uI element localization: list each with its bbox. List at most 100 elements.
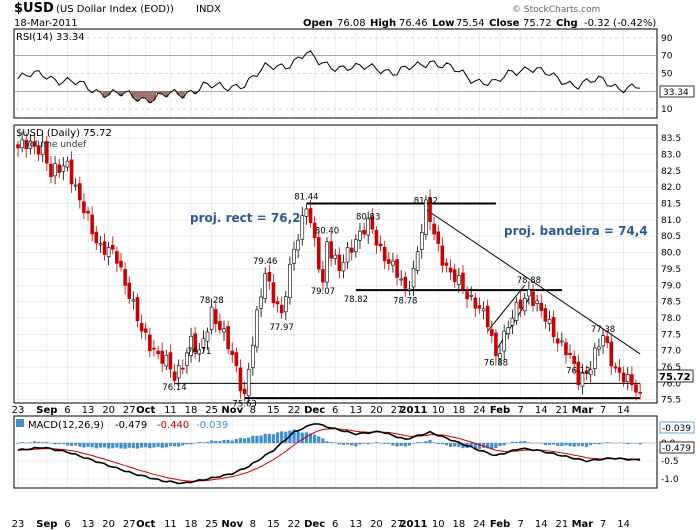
candle-body bbox=[564, 342, 568, 356]
macd-histogram-bar bbox=[432, 442, 436, 443]
x-tick-label: 27 bbox=[123, 519, 136, 530]
macd-histogram-bar bbox=[78, 443, 82, 447]
close-value: 75.72 bbox=[523, 18, 552, 29]
candle-body bbox=[378, 243, 383, 247]
candle-body bbox=[362, 229, 366, 235]
x-tick-label: Sep bbox=[36, 405, 57, 416]
candle-body bbox=[28, 140, 33, 149]
candle-body bbox=[90, 214, 94, 235]
macd-hist-value: -0.039 bbox=[196, 420, 228, 431]
x-tick-label: 7 bbox=[517, 519, 523, 530]
macd-histogram-bar bbox=[547, 443, 552, 445]
macd-histogram-bar bbox=[57, 443, 61, 445]
x-tick-label: Dec bbox=[304, 405, 325, 416]
downtrend-line bbox=[425, 208, 641, 355]
rsi-line bbox=[17, 50, 641, 104]
macd-histogram-bar bbox=[477, 443, 482, 449]
macd-signal-value: -0.440 bbox=[157, 420, 189, 431]
macd-histogram-bar bbox=[634, 443, 638, 444]
symbol-title: $USD bbox=[14, 1, 54, 16]
macd-label: MACD(12,26,9) bbox=[28, 420, 104, 431]
x-tick-label: 14 bbox=[617, 405, 630, 416]
candle-body bbox=[304, 208, 309, 217]
candle-body bbox=[510, 317, 515, 326]
candle-body bbox=[333, 254, 338, 259]
candle-body bbox=[584, 370, 589, 374]
macd-histogram-bar bbox=[502, 443, 506, 446]
macd-histogram-bar bbox=[593, 443, 597, 444]
candle-body bbox=[419, 232, 424, 250]
open-value: 76.08 bbox=[337, 18, 366, 29]
price-point-label: 78.28 bbox=[199, 296, 223, 306]
candle-body bbox=[358, 230, 362, 241]
candle-body bbox=[444, 262, 449, 266]
candle-body bbox=[481, 308, 486, 312]
candle-body bbox=[230, 350, 235, 355]
candle-body bbox=[572, 356, 577, 364]
candle-body bbox=[135, 297, 140, 322]
price-tick-label: 79.0 bbox=[661, 281, 681, 291]
macd-histogram-bar bbox=[329, 442, 333, 443]
macd-histogram-bar bbox=[292, 429, 296, 443]
candle-body bbox=[345, 247, 350, 263]
candle-body bbox=[98, 243, 103, 246]
candle-body bbox=[485, 305, 490, 328]
macd-value: -0.479 bbox=[115, 420, 147, 431]
candle-body bbox=[127, 282, 132, 299]
macd-histogram-bar bbox=[135, 443, 140, 449]
candle-body bbox=[16, 144, 20, 149]
candle-body bbox=[374, 229, 379, 246]
x-tick-label: 23 bbox=[12, 405, 25, 416]
price-tick-label: 78.0 bbox=[661, 314, 681, 324]
candle-body bbox=[638, 392, 642, 394]
macd-histogram-bar bbox=[74, 443, 78, 446]
candle-body bbox=[110, 244, 115, 250]
macd-histogram-bar bbox=[568, 443, 572, 447]
macd-histogram-bar bbox=[350, 443, 354, 446]
candle-body bbox=[341, 262, 346, 272]
candle-body bbox=[448, 267, 453, 273]
candle-body bbox=[399, 278, 403, 281]
macd-histogram-bar bbox=[337, 443, 341, 445]
annotation-flag-projection: proj. bandeira = 74,4 bbox=[504, 224, 648, 238]
candle-body bbox=[473, 297, 478, 309]
candle-body bbox=[440, 245, 445, 266]
price-value-box bbox=[656, 369, 694, 383]
macd-histogram-bar bbox=[403, 443, 407, 447]
x-tick-label: 25 bbox=[205, 519, 218, 530]
candle-body bbox=[321, 269, 325, 283]
candle-body bbox=[49, 163, 53, 178]
macd-histogram-bar bbox=[243, 438, 247, 443]
price-panel-label: $USD (Daily) 75.72 bbox=[16, 128, 112, 139]
candle-body bbox=[131, 299, 136, 302]
macd-histogram-bar bbox=[519, 441, 523, 443]
macd-histogram-bar bbox=[556, 443, 560, 446]
macd-histogram-bar bbox=[630, 443, 634, 444]
rsi-oversold-fill bbox=[90, 91, 626, 103]
candle-body bbox=[518, 299, 523, 309]
close-label: Close bbox=[489, 18, 520, 29]
x-axis-bottom: 23 Sep 6 13 20 27 Oct 11 18 25 Nov 8 15 22 Dec 6 13 20 272… bbox=[12, 519, 630, 530]
candle-body bbox=[531, 291, 535, 307]
macd-histogram-bar bbox=[255, 435, 259, 443]
price-point-label: 79.07 bbox=[311, 287, 335, 297]
macd-histogram-bar bbox=[218, 441, 222, 443]
macd-histogram-bar bbox=[37, 441, 41, 443]
x-tick-label: 6 bbox=[64, 405, 70, 416]
x-tick-label: 27 bbox=[391, 519, 404, 530]
candlesticks bbox=[16, 131, 642, 403]
macd-histogram-bar bbox=[626, 443, 630, 445]
price-tick-label: 81.5 bbox=[661, 199, 681, 209]
x-tick-label: 25 bbox=[205, 405, 218, 416]
rsi-tick-label: 10 bbox=[661, 105, 673, 115]
macd-histogram-bar bbox=[589, 443, 593, 446]
candle-body bbox=[156, 350, 160, 355]
candle-body bbox=[588, 369, 593, 376]
macd-histogram-bar bbox=[601, 443, 605, 444]
candle-body bbox=[498, 353, 502, 359]
candle-body bbox=[555, 338, 560, 344]
x-tick-label: 18 bbox=[452, 519, 465, 530]
x-tick-label: 20 bbox=[370, 519, 383, 530]
candle-body bbox=[424, 199, 428, 235]
macd-histogram-bar bbox=[275, 432, 280, 443]
